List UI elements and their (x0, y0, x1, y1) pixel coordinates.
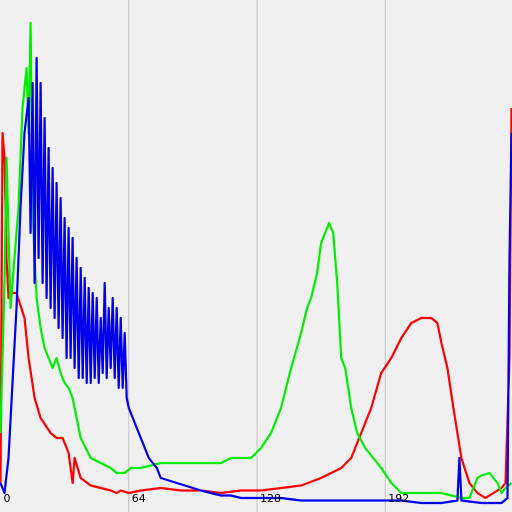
series-line-1 (0, 21, 512, 500)
series-layer (0, 21, 512, 505)
x-tick-label: 192 (388, 492, 409, 505)
x-tick-label: 128 (260, 492, 281, 505)
x-tick-label: 64 (132, 492, 146, 505)
gridlines (128, 0, 386, 512)
series-line-2 (0, 56, 512, 505)
x-tick-label: 0 (4, 492, 11, 505)
series-line-0 (0, 107, 512, 500)
x-tick-labels: 0 64 128 192 (4, 492, 410, 505)
